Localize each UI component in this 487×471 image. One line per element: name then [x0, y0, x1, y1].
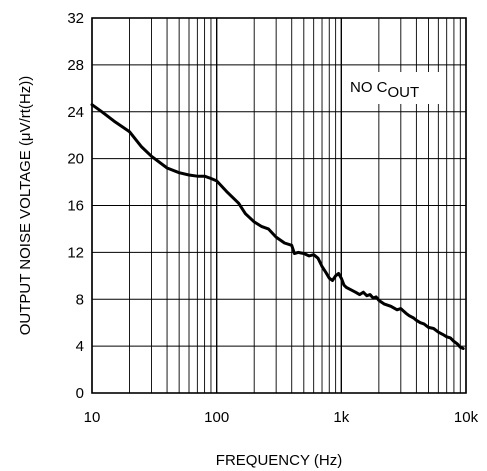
x-axis-label: FREQUENCY (Hz) [216, 452, 342, 469]
noise-curve [92, 105, 463, 349]
y-tick-label: 8 [76, 291, 84, 308]
annotation-no-cout: NO COUT [344, 72, 444, 104]
y-tick-label: 32 [67, 10, 84, 27]
y-tick-label: 0 [76, 385, 84, 402]
x-tick-label: 10 [84, 409, 101, 426]
x-tick-label: 100 [204, 409, 229, 426]
y-axis-label-prefix: OUTPUT NOISE VOLTAGE ( [17, 141, 34, 335]
y-tick-label: 12 [67, 244, 84, 261]
y-axis-label-mu: μ [17, 132, 34, 141]
y-tick-label: 28 [67, 57, 84, 74]
x-tick-label: 10k [454, 409, 479, 426]
annotation-subscript: OUT [388, 84, 420, 101]
series-layer [92, 105, 463, 349]
y-axis-label: OUTPUT NOISE VOLTAGE (μV/rt(Hz)) [17, 76, 34, 336]
y-tick-label: 16 [67, 198, 84, 215]
y-tick-label: 4 [76, 338, 84, 355]
x-tick-label: 1k [333, 409, 349, 426]
y-tick-label: 24 [67, 104, 84, 121]
annotation-main: NO C [350, 79, 388, 96]
y-axis-label-suffix: V/rt(Hz)) [17, 76, 34, 133]
y-tick-label: 20 [67, 151, 84, 168]
